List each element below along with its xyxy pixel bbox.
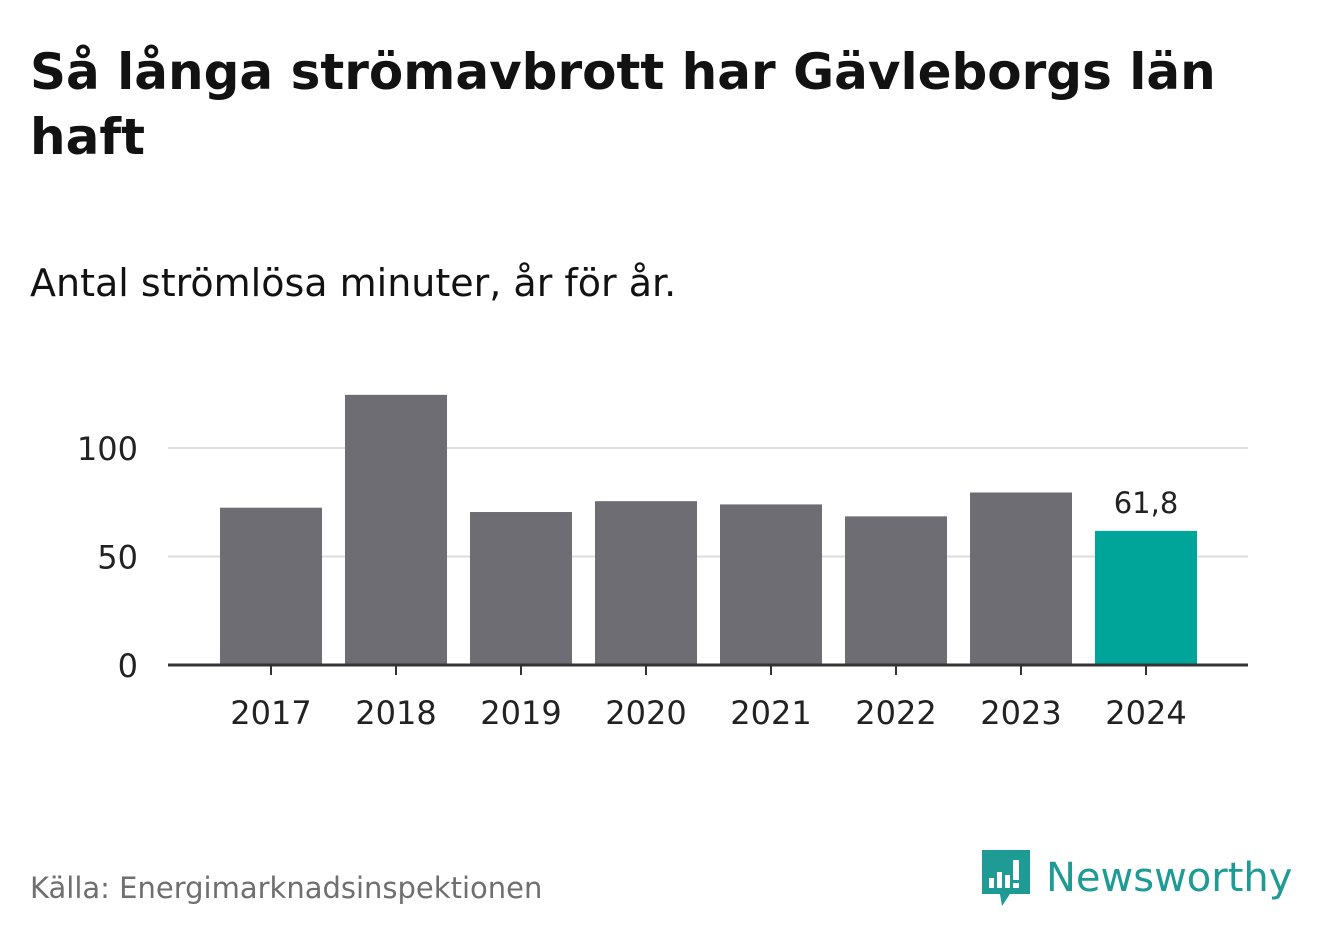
y-tick-label: 0 — [118, 647, 138, 685]
x-tick-label: 2020 — [605, 694, 686, 732]
x-tick-label: 2024 — [1105, 694, 1186, 732]
bar — [220, 507, 322, 665]
x-tick-label: 2021 — [730, 694, 811, 732]
x-tick-label: 2019 — [480, 694, 561, 732]
bar-chart: 0 50 100 61,8 2017 2018 2019 2020 2021 2022 2023 20… — [77, 394, 1248, 732]
newsworthy-logo-icon — [982, 850, 1030, 906]
source-note: Källa: Energimarknadsinspektionen — [30, 871, 543, 905]
bar — [720, 504, 822, 665]
bar — [845, 516, 947, 665]
x-tick-label: 2018 — [355, 694, 436, 732]
chart-subtitle: Antal strömlösa minuter, år för år. — [30, 261, 677, 305]
bar — [470, 512, 572, 665]
logo-text: Newsworthy — [1046, 855, 1293, 901]
y-tick-label: 100 — [77, 430, 138, 468]
bar — [595, 501, 697, 665]
x-tick-label: 2022 — [855, 694, 936, 732]
bar — [345, 394, 447, 665]
chart-title: Så långa strömavbrott har Gävleborgs län… — [30, 43, 1216, 166]
y-tick-label: 50 — [97, 539, 138, 577]
x-tick-label: 2023 — [980, 694, 1061, 732]
data-label: 61,8 — [1114, 486, 1179, 520]
bar — [970, 492, 1072, 665]
newsworthy-logo: Newsworthy — [980, 848, 1292, 908]
bar — [1095, 530, 1197, 665]
x-tick-label: 2017 — [230, 694, 311, 732]
